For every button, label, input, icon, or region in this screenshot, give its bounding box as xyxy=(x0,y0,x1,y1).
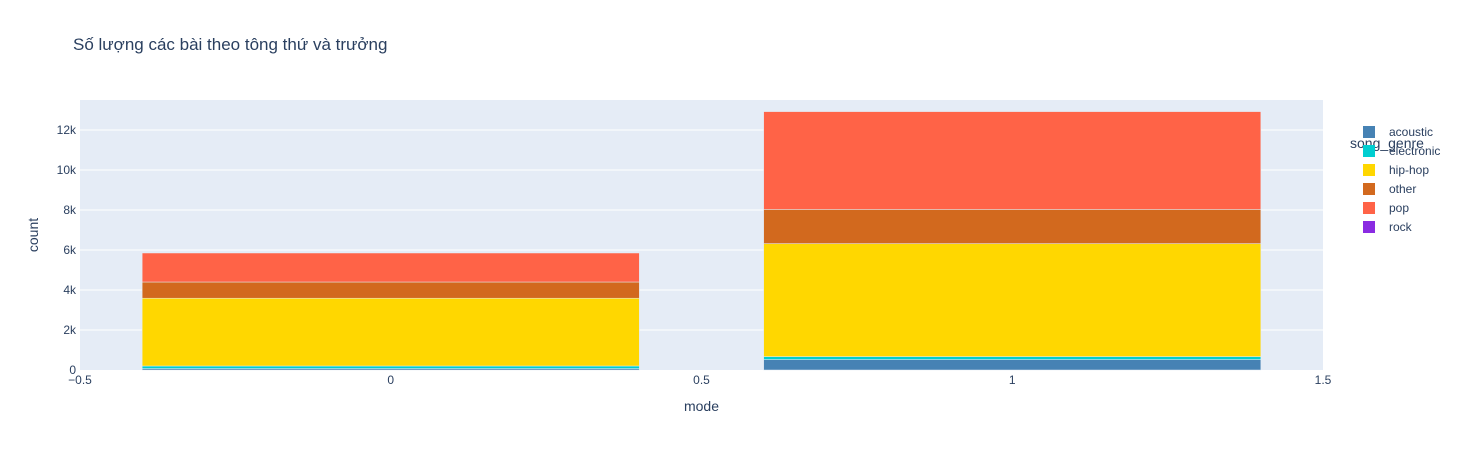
y-axis-label: count xyxy=(25,218,41,252)
bar-acoustic-mode-1[interactable] xyxy=(763,359,1262,371)
legend-swatch xyxy=(1363,221,1375,233)
y-tick-label: 2k xyxy=(63,323,77,337)
bar-hip-hop-mode-1[interactable] xyxy=(763,243,1262,357)
legend[interactable]: song_genre acousticelectronichip-hopothe… xyxy=(1350,125,1440,234)
legend-swatch xyxy=(1363,202,1375,214)
bar-pop-mode-1[interactable] xyxy=(763,111,1262,210)
legend-swatch xyxy=(1363,183,1375,195)
bar-pop-mode-0[interactable] xyxy=(141,252,640,283)
bar-electronic-mode-1[interactable] xyxy=(763,356,1262,360)
legend-swatch xyxy=(1363,126,1375,138)
x-axis-label: mode xyxy=(684,398,719,414)
y-tick-label: 6k xyxy=(63,243,77,257)
bars[interactable] xyxy=(141,111,1262,371)
legend-label: hip-hop xyxy=(1389,163,1429,177)
x-axis-ticks: −0.5 0 0.5 1 1.5 xyxy=(68,373,1332,387)
legend-items[interactable]: acoustic electronic hip-hop other pop rock xyxy=(1363,125,1440,234)
legend-item-acoustic[interactable]: acoustic xyxy=(1363,125,1433,139)
chart-title: Số lượng các bài theo tông thứ và trưởng xyxy=(73,35,387,54)
x-tick-label: 1.5 xyxy=(1315,373,1332,387)
legend-label: other xyxy=(1389,182,1416,196)
legend-swatch xyxy=(1363,164,1375,176)
legend-item-hip-hop[interactable]: hip-hop xyxy=(1363,163,1429,177)
legend-label: electronic xyxy=(1389,144,1440,158)
bar-other-mode-1[interactable] xyxy=(763,209,1262,244)
x-tick-label: 0.5 xyxy=(693,373,710,387)
x-tick-label: −0.5 xyxy=(68,373,92,387)
y-tick-label: 10k xyxy=(57,163,77,177)
legend-item-rock[interactable]: rock xyxy=(1363,220,1413,234)
y-tick-label: 0 xyxy=(69,363,76,377)
y-tick-label: 8k xyxy=(63,203,77,217)
legend-label: acoustic xyxy=(1389,125,1433,139)
legend-label: pop xyxy=(1389,201,1409,215)
y-tick-label: 12k xyxy=(57,123,77,137)
y-tick-label: 4k xyxy=(63,283,77,297)
legend-swatch xyxy=(1363,145,1375,157)
legend-item-pop[interactable]: pop xyxy=(1363,201,1409,215)
legend-item-electronic[interactable]: electronic xyxy=(1363,144,1440,158)
x-tick-label: 0 xyxy=(387,373,394,387)
legend-item-other[interactable]: other xyxy=(1363,182,1416,196)
bar-electronic-mode-0[interactable] xyxy=(141,365,640,369)
y-axis-ticks: 0 2k 4k 6k 8k 10k 12k xyxy=(57,123,77,377)
bar-hip-hop-mode-0[interactable] xyxy=(141,297,640,367)
x-tick-label: 1 xyxy=(1009,373,1016,387)
bar-other-mode-0[interactable] xyxy=(141,281,640,299)
legend-label: rock xyxy=(1389,220,1413,234)
